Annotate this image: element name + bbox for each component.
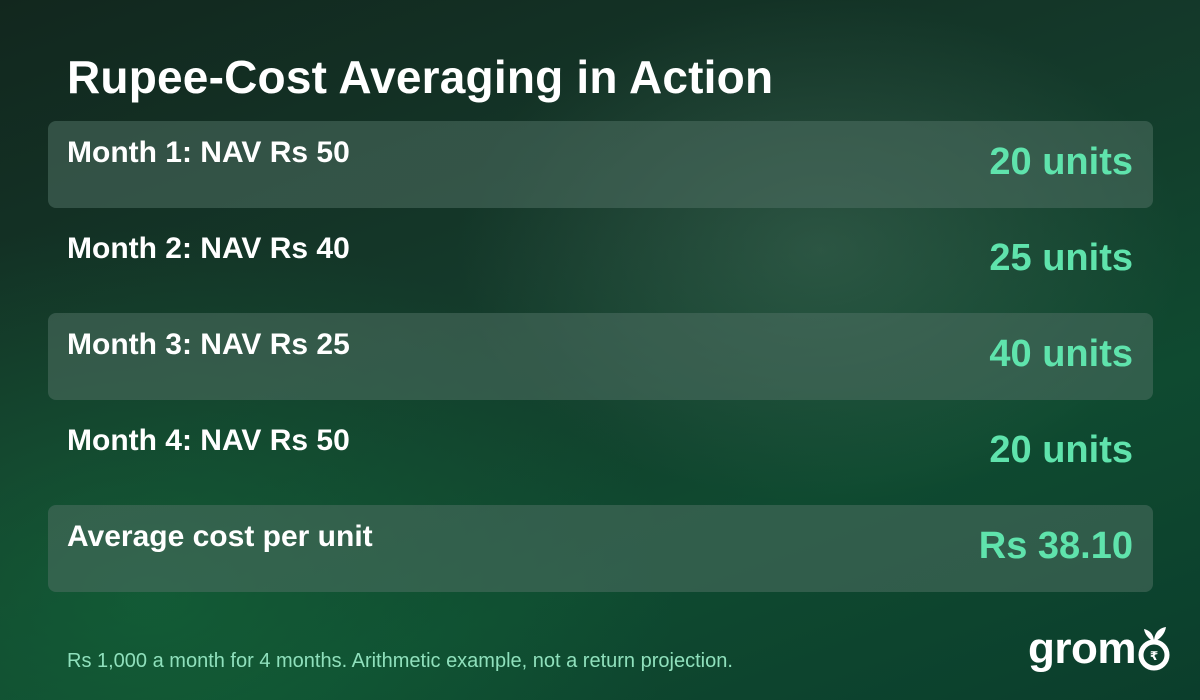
footnote: Rs 1,000 a month for 4 months. Arithmeti… <box>67 650 733 672</box>
row-label: Month 4: NAV Rs 50 <box>67 424 350 457</box>
row-value: 40 units <box>989 333 1133 375</box>
row-label: Month 3: NAV Rs 25 <box>67 328 350 361</box>
row-label: Month 2: NAV Rs 40 <box>67 232 350 265</box>
row-value: 20 units <box>989 141 1133 183</box>
rupee-sprout-icon: ₹ <box>1138 627 1170 671</box>
row-value: 25 units <box>989 237 1133 279</box>
list-item: Month 4: NAV Rs 50 20 units <box>48 409 1153 496</box>
svg-text:₹: ₹ <box>1150 649 1158 663</box>
row-label: Month 1: NAV Rs 50 <box>67 136 350 169</box>
list-item: Average cost per unit Rs 38.10 <box>48 505 1153 592</box>
row-value: 20 units <box>989 429 1133 471</box>
row-value: Rs 38.10 <box>978 525 1133 567</box>
gromo-logo: grom ₹ <box>1028 622 1171 672</box>
rows-list: Month 1: NAV Rs 50 20 units Month 2: NAV R… <box>48 121 1153 601</box>
list-item: Month 1: NAV Rs 50 20 units <box>48 121 1153 208</box>
list-item: Month 3: NAV Rs 25 40 units <box>48 313 1153 400</box>
row-label: Average cost per unit <box>67 520 373 553</box>
list-item: Month 2: NAV Rs 40 25 units <box>48 217 1153 304</box>
logo-text: grom <box>1028 624 1137 673</box>
page-title: Rupee-Cost Averaging in Action <box>67 51 774 103</box>
